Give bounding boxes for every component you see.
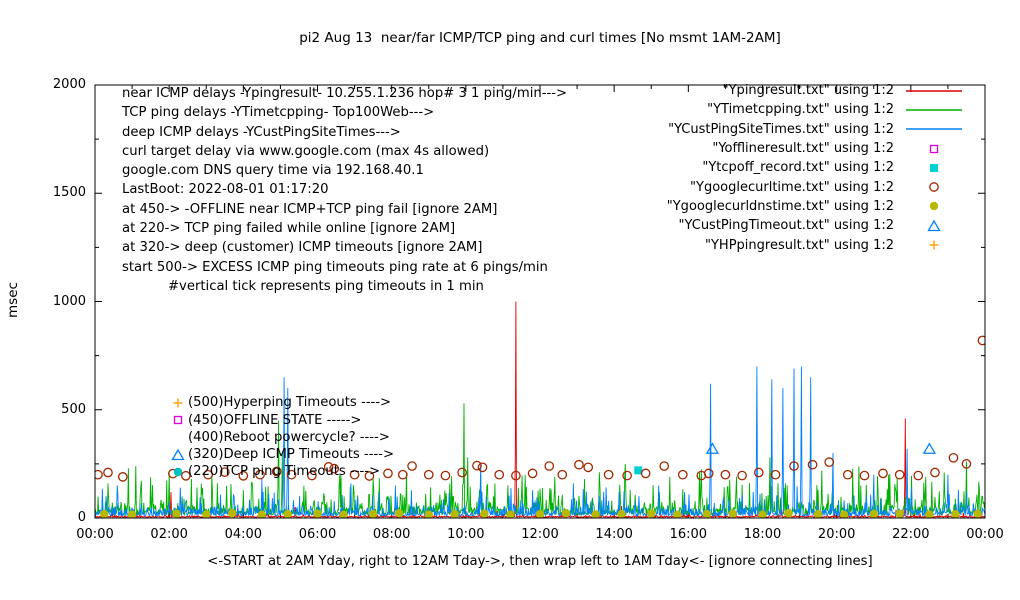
open-triangle-icon	[904, 218, 964, 234]
x-tick-label: 18:00	[743, 527, 782, 542]
y-tick-label: 1500	[52, 185, 86, 201]
plot-border	[94, 84, 986, 519]
legend-item: "Ygooglecurltime.txt" using 1:2	[667, 177, 964, 196]
point-series-group	[95, 335, 985, 518]
chart-title: pi2 Aug 13 near/far ICMP/TCP ping and cu…	[299, 30, 781, 46]
info-line: #vertical tick represents ping timeouts …	[168, 278, 484, 294]
open-square-icon	[904, 141, 964, 157]
annotation-info-block: near ICMP delays -Ypingresult- 10.255.1.…	[122, 84, 567, 296]
legend-label: "YCustPingTimeout.txt" using 1:2	[678, 218, 894, 234]
info-line: LastBoot: 2022-08-01 01:17:20	[122, 182, 329, 198]
info-line: TCP ping delays -YTimetcpping- Top100Web…	[122, 105, 435, 121]
series-YCustPingTimeout	[705, 442, 937, 454]
open-circle-icon	[904, 179, 964, 195]
x-tick-label: 00:00	[76, 527, 114, 542]
filled-square-icon	[904, 160, 964, 176]
level-label-row: (450)OFFLINE STATE ----->	[171, 412, 361, 429]
x-tick-label: 06:00	[298, 527, 337, 542]
spacer	[171, 430, 185, 444]
x-tick-label: 12:00	[521, 527, 559, 542]
level-label-text: (500)Hyperping Timeouts ---->	[188, 395, 392, 411]
y-tick-label: 2000	[52, 77, 86, 92]
chart-legend: "Ypingresult.txt" using 1:2 "YTimetcpping…	[667, 81, 964, 255]
legend-item: "Ygooglecurldnstime.txt" using 1:2	[667, 197, 964, 216]
filled-circle-icon	[171, 465, 185, 479]
legend-label: "YTimetcpping.txt" using 1:2	[707, 102, 894, 118]
x-tick-label: 02:00	[150, 527, 188, 542]
level-label-row: (400)Reboot powercycle? ---->	[171, 429, 390, 446]
series-Ytcpoff_record	[634, 466, 643, 475]
line-icon	[904, 121, 964, 137]
legend-label: "Ygooglecurldnstime.txt" using 1:2	[666, 198, 894, 214]
line-icon	[904, 102, 964, 118]
legend-label: "YHPpingresult.txt" using 1:2	[705, 237, 894, 253]
plus-icon	[171, 396, 185, 410]
x-tick-label: 04:00	[224, 527, 263, 542]
info-line: start 500-> EXCESS ICMP ping timeouts pi…	[122, 259, 548, 275]
x-tick-label: 00:00	[966, 527, 1004, 542]
x-tick-label: 22:00	[892, 527, 930, 542]
level-label-text: (450)OFFLINE STATE ----->	[188, 412, 362, 428]
level-label-text: (400)Reboot powercycle? ---->	[188, 429, 390, 445]
legend-item: "YHPpingresult.txt" using 1:2	[667, 235, 964, 254]
legend-label: "Yofflineresult.txt" using 1:2	[712, 141, 894, 157]
filled-circle-icon	[904, 198, 964, 214]
legend-label: "YCustPingSiteTimes.txt" using 1:2	[668, 121, 894, 137]
y-tick-label: 500	[61, 401, 86, 417]
legend-item: "Ytcpoff_record.txt" using 1:2	[667, 158, 964, 177]
x-tick-label: 14:00	[595, 527, 633, 542]
legend-label: "Ypingresult.txt" using 1:2	[722, 83, 894, 99]
level-label-text: (220)TCP ping Timeouts ---->	[188, 464, 381, 480]
legend-item: "YCustPingTimeout.txt" using 1:2	[667, 216, 964, 235]
series-Ygooglecurltime	[95, 335, 985, 482]
legend-item: "YTimetcpping.txt" using 1:2	[667, 100, 964, 119]
legend-label: "Ygooglecurltime.txt" using 1:2	[690, 179, 894, 195]
series-Ygooglecurldnstime	[100, 509, 982, 518]
info-line: deep ICMP delays -YCustPingSiteTimes--->	[122, 124, 401, 140]
x-tick-label: 20:00	[817, 527, 856, 542]
plus-icon	[904, 237, 964, 253]
x-tick-label: 10:00	[447, 527, 485, 542]
level-label-text: (320)Deep ICMP Timeouts ---->	[188, 447, 395, 463]
y-tick-label: 1000	[52, 293, 86, 309]
info-line: curl target delay via www.google.com (ma…	[122, 143, 490, 159]
x-tick-label: 08:00	[372, 527, 411, 542]
info-line: at 320-> deep (customer) ICMP timeouts […	[122, 240, 483, 256]
y-tick-label: 0	[77, 510, 86, 525]
legend-item: "Yofflineresult.txt" using 1:2	[667, 139, 964, 158]
open-triangle-icon	[171, 448, 185, 462]
open-square-icon	[171, 413, 185, 427]
line-icon	[904, 83, 964, 99]
level-label-row: (220)TCP ping Timeouts ---->	[171, 463, 380, 480]
y-axis-label: msec	[5, 282, 21, 318]
x-axis-caption: <-START at 2AM Yday, right to 12AM Tday-…	[207, 554, 873, 569]
legend-label: "Ytcpoff_record.txt" using 1:2	[702, 160, 894, 176]
info-line: google.com DNS query time via 192.168.40…	[122, 163, 424, 179]
level-label-row: (320)Deep ICMP Timeouts ---->	[171, 446, 394, 463]
legend-item: "YCustPingSiteTimes.txt" using 1:2	[667, 120, 964, 139]
level-label-row: (500)Hyperping Timeouts ---->	[171, 394, 391, 411]
info-line: near ICMP delays -Ypingresult- 10.255.1.…	[122, 86, 568, 101]
x-tick-label: 16:00	[669, 527, 708, 542]
info-line: at 220-> TCP ping failed while online [i…	[122, 221, 456, 237]
info-line: at 450-> -OFFLINE near ICMP+TCP ping fai…	[122, 201, 498, 217]
legend-item: "Ypingresult.txt" using 1:2	[667, 81, 964, 100]
